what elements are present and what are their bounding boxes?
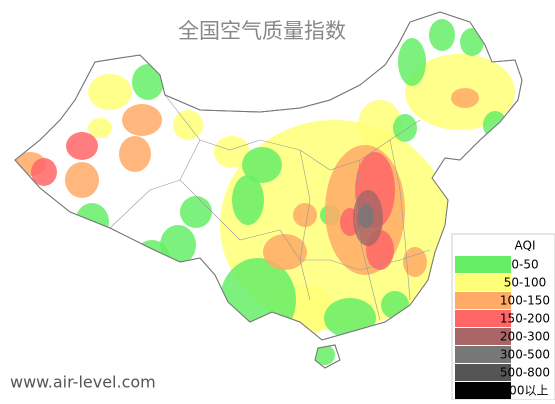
legend-label: 500-800 bbox=[500, 366, 550, 380]
legend: AQI 0-50 50-100 100-150 150-200 200-300 300-5… bbox=[451, 233, 555, 401]
legend-swatch bbox=[455, 346, 511, 363]
legend-label: 100-150 bbox=[500, 294, 550, 308]
aqi-area bbox=[88, 118, 112, 138]
aqi-area bbox=[180, 196, 212, 228]
legend-label: 50-100 bbox=[504, 276, 547, 290]
aqi-area bbox=[132, 64, 164, 100]
legend-swatch bbox=[455, 328, 511, 345]
legend-swatch bbox=[455, 382, 511, 399]
legend-label: 300-500 bbox=[500, 348, 550, 362]
aqi-area bbox=[460, 28, 484, 56]
legend-label: 0-50 bbox=[511, 258, 538, 272]
legend-swatch bbox=[455, 364, 511, 381]
legend-swatch bbox=[455, 256, 511, 273]
aqi-area bbox=[220, 258, 296, 342]
aqi-area bbox=[66, 132, 98, 160]
legend-label: 800以上 bbox=[502, 384, 549, 398]
aqi-area bbox=[122, 104, 162, 136]
aqi-area bbox=[160, 225, 196, 265]
aqi-area bbox=[403, 247, 427, 277]
aqi-area bbox=[451, 88, 479, 108]
aqi-area bbox=[358, 204, 374, 228]
legend-swatch bbox=[455, 310, 511, 327]
aqi-area bbox=[293, 203, 317, 227]
aqi-area bbox=[263, 234, 307, 270]
map-title: 全国空气质量指数 bbox=[178, 19, 346, 43]
aqi-area bbox=[358, 100, 402, 150]
aqi-area bbox=[75, 203, 109, 241]
legend-swatch bbox=[455, 292, 511, 309]
province-borders bbox=[109, 94, 431, 321]
aqi-area bbox=[214, 136, 250, 168]
aqi-overlay bbox=[15, 19, 515, 365]
aqi-area bbox=[31, 158, 57, 186]
aqi-area bbox=[88, 74, 132, 110]
aqi-area bbox=[65, 162, 99, 198]
legend-label: 150-200 bbox=[500, 312, 550, 326]
aqi-area bbox=[393, 114, 417, 142]
aqi-area bbox=[483, 111, 507, 139]
watermark: www.air-level.com bbox=[10, 373, 156, 392]
legend-swatch bbox=[455, 274, 511, 291]
aqi-area bbox=[398, 38, 426, 86]
aqi-area bbox=[429, 19, 455, 51]
legend-label: 200-300 bbox=[500, 330, 550, 344]
aqi-area bbox=[315, 345, 335, 365]
aqi-area bbox=[242, 147, 282, 183]
aqi-area bbox=[119, 136, 151, 172]
aqi-area bbox=[232, 175, 264, 225]
legend-title: AQI bbox=[515, 239, 536, 253]
